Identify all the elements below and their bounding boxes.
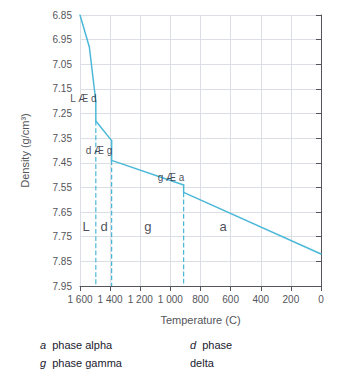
svg-text:phase: phase — [196, 339, 232, 351]
svg-text:g: g — [40, 356, 47, 369]
svg-text:Temperature (C): Temperature (C) — [160, 314, 240, 326]
svg-text:1 600: 1 600 — [67, 294, 92, 305]
svg-text:6.85: 6.85 — [53, 10, 73, 21]
svg-text:phase gamma: phase gamma — [46, 357, 123, 369]
svg-text:1 400: 1 400 — [98, 294, 123, 305]
svg-text:a: a — [40, 338, 47, 351]
svg-text:d Æ g: d Æ g — [86, 145, 113, 156]
svg-text:400: 400 — [252, 294, 269, 305]
svg-text:d: d — [190, 338, 197, 351]
svg-text:1 200: 1 200 — [128, 294, 153, 305]
svg-text:800: 800 — [192, 294, 209, 305]
svg-text:1 000: 1 000 — [158, 294, 183, 305]
svg-text:0: 0 — [318, 294, 324, 305]
svg-text:7.05: 7.05 — [53, 59, 73, 70]
svg-text:7.85: 7.85 — [53, 256, 73, 267]
svg-text:d: d — [100, 219, 107, 234]
svg-text:7.55: 7.55 — [53, 182, 73, 193]
svg-text:a: a — [219, 219, 227, 234]
svg-text:7.75: 7.75 — [53, 231, 73, 242]
svg-text:7.25: 7.25 — [53, 108, 73, 119]
svg-text:delta: delta — [190, 357, 215, 369]
svg-text:7.15: 7.15 — [52, 83, 72, 95]
svg-text:g: g — [144, 219, 151, 234]
svg-text:7.35: 7.35 — [53, 133, 73, 144]
svg-text:L Æ d: L Æ d — [70, 93, 96, 104]
svg-text:L: L — [82, 219, 89, 234]
svg-text:Density (g/cm³): Density (g/cm³) — [19, 113, 31, 188]
svg-text:600: 600 — [222, 294, 239, 305]
svg-text:6.95: 6.95 — [53, 34, 73, 45]
svg-text:7.65: 7.65 — [53, 207, 73, 218]
svg-text:7.95: 7.95 — [53, 281, 73, 292]
svg-text:g Æ a: g Æ a — [158, 172, 185, 183]
svg-text:7.45: 7.45 — [53, 157, 73, 168]
svg-text:phase alpha: phase alpha — [46, 339, 113, 351]
svg-text:200: 200 — [283, 294, 300, 305]
